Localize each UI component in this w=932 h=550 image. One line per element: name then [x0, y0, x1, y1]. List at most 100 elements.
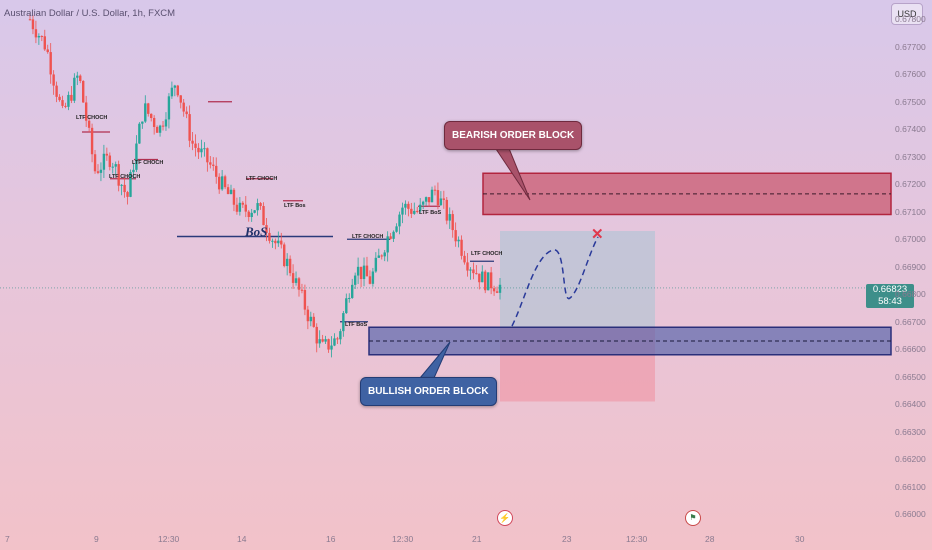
flag-icon[interactable]: ⚑ [685, 510, 701, 526]
candle-body [457, 239, 460, 242]
candle-body [87, 120, 91, 128]
ltf-bos-label: LTF BoS [419, 210, 442, 216]
candle-body [138, 123, 141, 144]
candle-body [291, 273, 295, 283]
candle-body [460, 239, 463, 256]
candle-body [126, 192, 129, 197]
candle-body [209, 162, 212, 165]
candle-body [492, 288, 496, 292]
y-tick-label: 0.66800 [895, 289, 926, 300]
candle-body [46, 49, 49, 53]
currency-button[interactable]: USD [891, 3, 923, 25]
candle-body [220, 176, 224, 190]
candle-body [217, 176, 221, 190]
x-tick-label: 30 [795, 534, 805, 544]
x-tick-label: 9 [94, 534, 99, 544]
candle-body [439, 198, 443, 206]
symbol-title: Australian Dollar / U.S. Dollar, 1h, FXC… [4, 8, 176, 19]
candle-body [445, 199, 448, 221]
candle-body [55, 85, 58, 97]
candle-body [395, 226, 398, 232]
candle-body [288, 258, 292, 274]
candle-body [167, 96, 171, 120]
candle-body [147, 103, 150, 114]
candle-body [362, 265, 366, 280]
candle-body [486, 272, 490, 291]
candle-body [215, 165, 218, 177]
candle-body [111, 166, 114, 168]
ltf-choch-label: LTF CHOCH [132, 160, 164, 166]
candle-body [67, 94, 70, 107]
candle-body [463, 255, 466, 263]
candle-body [359, 266, 363, 280]
candle-body [105, 153, 109, 156]
x-tick-label: 14 [237, 534, 247, 544]
candle-body [469, 269, 472, 271]
candle-body [256, 203, 259, 211]
candle-body [152, 117, 156, 127]
y-tick-label: 0.67000 [895, 234, 926, 245]
current-price-tag: 0.66823 58:43 [866, 284, 914, 308]
candle-body [407, 203, 410, 209]
candle-body [495, 291, 499, 293]
candle-body [454, 230, 457, 242]
candle-body [141, 121, 144, 124]
y-tick-label: 0.67200 [895, 179, 926, 190]
candle-body [451, 214, 454, 231]
candle-body [448, 214, 451, 221]
candle-body [265, 225, 268, 233]
current-price: 0.66823 [872, 284, 908, 295]
candle-body [475, 273, 478, 275]
candle-body [303, 290, 307, 310]
candle-body [212, 164, 215, 166]
candle-body [170, 87, 174, 97]
candle-body [191, 140, 194, 144]
lightning-icon[interactable]: ⚡ [497, 510, 513, 526]
candle-body [226, 187, 230, 195]
candle-body [197, 147, 200, 153]
candle-body [336, 338, 339, 340]
candle-body [76, 75, 79, 78]
candle-body [235, 204, 239, 212]
candle-body [306, 309, 310, 322]
candle-body [129, 172, 132, 197]
candle-body [238, 202, 242, 212]
candle-body [342, 313, 345, 332]
candle-body [247, 211, 250, 218]
candle-body [421, 201, 425, 205]
candle-body [99, 169, 103, 173]
candle-body [371, 271, 375, 284]
candlestick-series [28, 13, 502, 358]
ltf-choch-label: LTF CHOCH [471, 251, 503, 257]
candle-body [49, 52, 52, 75]
candle-body [356, 266, 360, 276]
candle-body [324, 339, 327, 342]
candle-body [413, 210, 416, 214]
candle-body [61, 100, 64, 106]
candle-body [377, 255, 381, 258]
candle-body [203, 148, 206, 150]
candle-body [73, 77, 76, 101]
candle-body [489, 272, 493, 289]
candle-body [285, 258, 289, 267]
candle-body [345, 298, 348, 314]
y-tick-label: 0.67800 [895, 14, 926, 25]
candle-body [114, 164, 117, 167]
candle-body [321, 339, 324, 342]
y-tick-label: 0.67600 [895, 69, 926, 80]
candle-body [244, 204, 247, 212]
y-tick-label: 0.67300 [895, 151, 926, 162]
candle-body [161, 125, 165, 127]
candle-body [96, 171, 100, 173]
candle-body [271, 240, 274, 242]
candle-body [430, 189, 434, 203]
candle-body [268, 232, 271, 241]
ltf-choch-label: LTF CHOCH [109, 174, 141, 180]
bar-countdown: 58:43 [878, 296, 902, 307]
candle-body [31, 19, 35, 30]
candle-body [84, 102, 88, 121]
y-tick-label: 0.66600 [895, 344, 926, 355]
candle-body [200, 148, 203, 153]
ltf-bos-label: LTF Bos [284, 203, 306, 209]
